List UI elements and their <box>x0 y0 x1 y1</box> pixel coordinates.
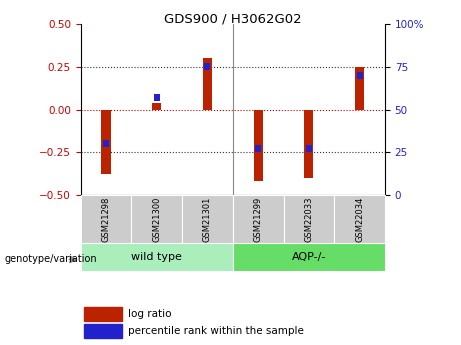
Text: percentile rank within the sample: percentile rank within the sample <box>128 326 304 336</box>
Bar <box>254 110 263 181</box>
Bar <box>204 63 211 70</box>
Bar <box>152 103 161 110</box>
Text: GDS900 / H3062G02: GDS900 / H3062G02 <box>164 12 301 25</box>
Text: AQP-/-: AQP-/- <box>292 252 326 262</box>
Bar <box>233 243 385 271</box>
Text: wild type: wild type <box>131 252 182 262</box>
Text: GSM22033: GSM22033 <box>304 196 313 242</box>
Bar <box>182 195 233 243</box>
Bar <box>154 94 160 101</box>
Bar <box>81 243 233 271</box>
Bar <box>203 58 212 110</box>
Text: genotype/variation: genotype/variation <box>5 255 97 264</box>
Bar <box>103 140 109 147</box>
Text: GSM21299: GSM21299 <box>254 196 263 242</box>
Bar <box>284 195 334 243</box>
Bar <box>306 145 312 152</box>
Text: GSM21300: GSM21300 <box>152 196 161 242</box>
Text: GSM21301: GSM21301 <box>203 196 212 242</box>
Bar <box>81 195 131 243</box>
Bar <box>355 67 364 110</box>
Bar <box>356 72 363 79</box>
Text: GSM21298: GSM21298 <box>101 196 111 242</box>
Bar <box>304 110 313 178</box>
Text: log ratio: log ratio <box>128 309 171 319</box>
Text: GSM22034: GSM22034 <box>355 196 364 242</box>
Bar <box>255 145 261 152</box>
Bar <box>131 195 182 243</box>
Bar <box>101 110 111 175</box>
Bar <box>233 195 284 243</box>
Bar <box>334 195 385 243</box>
Bar <box>84 307 122 321</box>
Bar <box>84 324 122 338</box>
